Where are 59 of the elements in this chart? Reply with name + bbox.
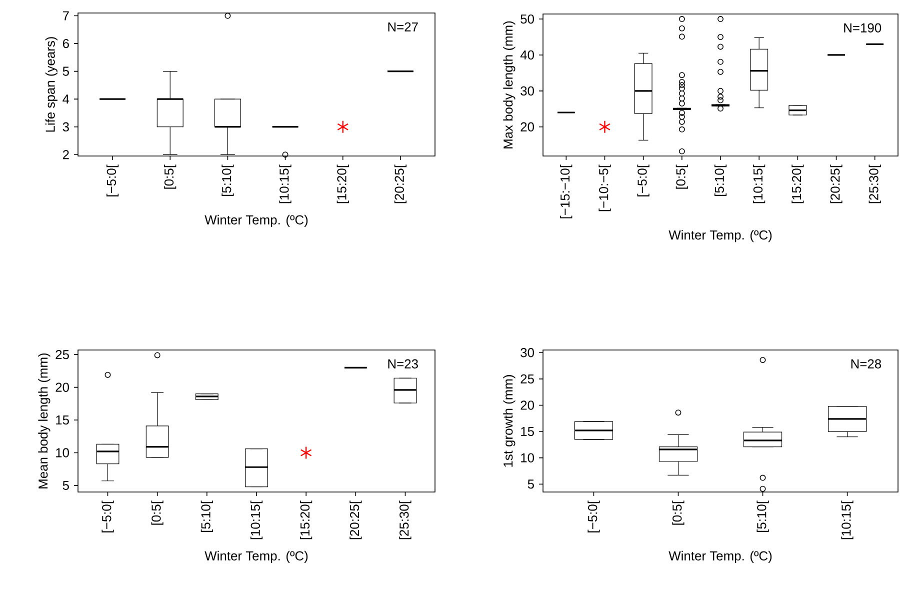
x-axis-title: Winter Temp. (ºC) [204, 214, 308, 228]
y-tick-label: 4 [62, 94, 70, 104]
y-tick-label: 20 [520, 400, 534, 410]
y-axis-title: Max body length (mm) [503, 21, 516, 148]
y-tick-label: 5 [62, 66, 69, 76]
y-tick-label: 2 [62, 150, 69, 160]
x-tick-label: [5:10[ [222, 164, 234, 196]
annotation: N=23 [388, 359, 418, 368]
y-tick-label: 30 [520, 86, 534, 96]
x-tick-label: [10:15[ [841, 500, 854, 540]
x-tick-label: [−5:0[ [102, 500, 114, 532]
annotation: N=27 [388, 22, 418, 32]
y-tick-label: 6 [62, 38, 69, 48]
y-tick-label: 30 [520, 348, 534, 358]
x-tick-label: [20:25[ [394, 164, 406, 204]
x-tick-label: [15:20[ [792, 164, 804, 204]
y-tick-label: 25 [520, 374, 534, 384]
y-tick-label: 40 [520, 50, 534, 60]
x-axis-title: Winter Temp. (ºC) [668, 230, 772, 242]
y-tick-label: 5 [528, 480, 534, 489]
x-tick-label: [−5:0[ [106, 164, 119, 196]
annotation: N=190 [844, 23, 882, 32]
x-tick-label: [10:15[ [250, 500, 263, 540]
x-tick-label: [10:15[ [279, 164, 292, 204]
x-tick-label: [−15:−10[ [560, 164, 572, 218]
x-tick-label: [20:25[ [830, 164, 842, 204]
y-tick-label: 15 [521, 427, 534, 436]
x-tick-label: [15:20[ [300, 500, 312, 540]
x-tick-label: [25:30[ [868, 164, 881, 204]
y-tick-label: 50 [520, 14, 534, 24]
x-tick-label: [0:5[ [151, 500, 164, 525]
y-tick-label: 10 [56, 448, 69, 458]
x-tick-label: [15:20[ [336, 164, 349, 204]
y-axis-title: 1st growth (mm) [503, 375, 516, 467]
y-tick-label: 15 [56, 416, 69, 425]
x-axis-title: Winter Temp. (ºC) [668, 550, 772, 564]
y-tick-label: 25 [56, 350, 69, 360]
x-tick-label: [5:10[ [714, 164, 727, 196]
x-axis-title: Winter Temp. (ºC) [204, 550, 308, 564]
x-tick-label: [5:10[ [200, 500, 213, 532]
x-tick-label: [0:5[ [672, 500, 684, 525]
y-tick-label: 3 [62, 122, 69, 132]
y-axis-title: Life span (years) [45, 37, 58, 132]
y-tick-label: 7 [62, 11, 69, 20]
y-tick-label: 20 [520, 122, 534, 132]
x-tick-label: [20:25[ [350, 500, 362, 540]
y-axis-title: Mean body length (mm) [38, 353, 50, 488]
x-tick-label: [0:5[ [164, 164, 176, 189]
x-tick-label: [25:30[ [399, 500, 412, 540]
y-tick-label: 10 [521, 453, 534, 462]
annotation: N=28 [851, 359, 882, 368]
x-tick-label: [10:15[ [753, 164, 766, 204]
y-tick-label: 5 [62, 480, 69, 490]
x-tick-label: [−5:0[ [588, 500, 600, 532]
x-tick-label: [0:5[ [676, 164, 688, 189]
x-tick-label: [−5:0[ [637, 164, 650, 196]
y-tick-label: 20 [56, 382, 69, 392]
x-tick-label: [−10:−5[ [598, 164, 611, 212]
x-tick-label: [5:10[ [756, 500, 769, 532]
